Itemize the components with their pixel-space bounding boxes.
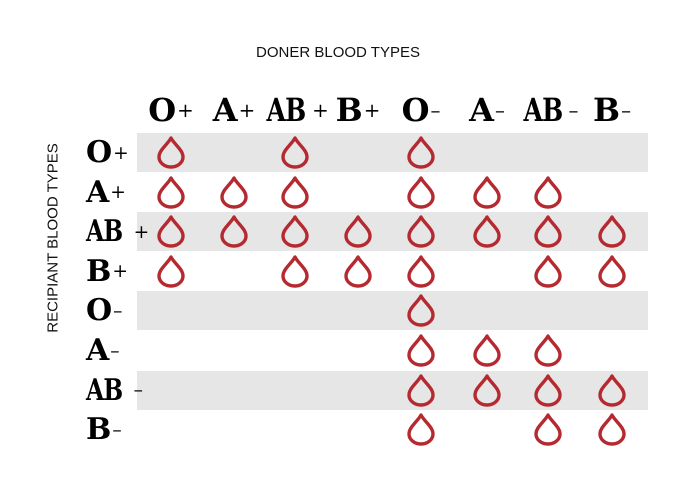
column-header-apos: A+ <box>212 91 256 129</box>
blood-drop-icon <box>344 215 372 248</box>
row-band <box>137 291 648 331</box>
row-band <box>137 370 648 410</box>
y-axis-label: RECIPIANT BLOOD TYPES <box>44 143 62 333</box>
blood-drop-icon <box>157 136 185 169</box>
blood-drop-icon <box>534 373 562 407</box>
blood-drop-icon <box>407 136 435 169</box>
blood-drop-icon <box>598 255 626 288</box>
blood-drop-icon <box>534 334 562 367</box>
blood-drop-icon <box>220 175 248 209</box>
blood-drop-icon <box>473 175 501 209</box>
row-header-apos: A+ <box>86 174 126 210</box>
column-header-bneg: B– <box>593 91 631 129</box>
blood-drop-icon <box>344 255 372 288</box>
row-header-opos: O+ <box>86 135 129 170</box>
blood-drop-icon <box>157 175 185 209</box>
blood-drop-icon <box>407 175 435 209</box>
blood-drop-icon <box>473 373 501 407</box>
row-band <box>137 212 648 252</box>
blood-drop-icon <box>598 215 626 248</box>
blood-drop-icon <box>281 255 309 288</box>
row-header-oneg: O– <box>86 293 123 329</box>
blood-drop-icon <box>220 215 248 248</box>
blood-drop-icon <box>473 215 501 248</box>
blood-drop-icon <box>407 334 435 367</box>
column-header-abneg: AB – <box>523 91 579 129</box>
blood-drop-icon <box>407 413 435 446</box>
chart-title: DONER BLOOD TYPES <box>256 44 420 61</box>
blood-drop-icon <box>407 294 435 328</box>
blood-drop-icon <box>534 215 562 248</box>
row-header-abneg: AB – <box>86 372 143 408</box>
column-header-abpos: AB + <box>266 91 329 129</box>
row-header-bpos: B+ <box>86 253 128 289</box>
blood-drop-icon <box>407 373 435 407</box>
blood-drop-icon <box>534 175 562 209</box>
blood-drop-icon <box>598 373 626 407</box>
column-header-oneg: O– <box>401 91 441 129</box>
blood-drop-icon <box>281 215 309 248</box>
blood-drop-icon <box>407 255 435 288</box>
blood-drop-icon <box>534 413 562 446</box>
blood-drop-icon <box>473 334 501 367</box>
blood-drop-icon <box>407 215 435 248</box>
column-header-aneg: A– <box>469 91 505 129</box>
row-header-abpos: AB + <box>86 214 150 250</box>
column-header-opos: O+ <box>148 91 194 129</box>
row-header-bneg: B– <box>86 412 122 448</box>
column-header-bpos: B+ <box>335 91 381 129</box>
row-header-aneg: A– <box>86 333 120 368</box>
blood-drop-icon <box>157 255 185 288</box>
blood-drop-icon <box>281 175 309 209</box>
blood-drop-icon <box>281 136 309 169</box>
row-band <box>137 133 648 172</box>
blood-drop-icon <box>534 255 562 288</box>
blood-drop-icon <box>157 215 185 248</box>
blood-drop-icon <box>598 413 626 446</box>
